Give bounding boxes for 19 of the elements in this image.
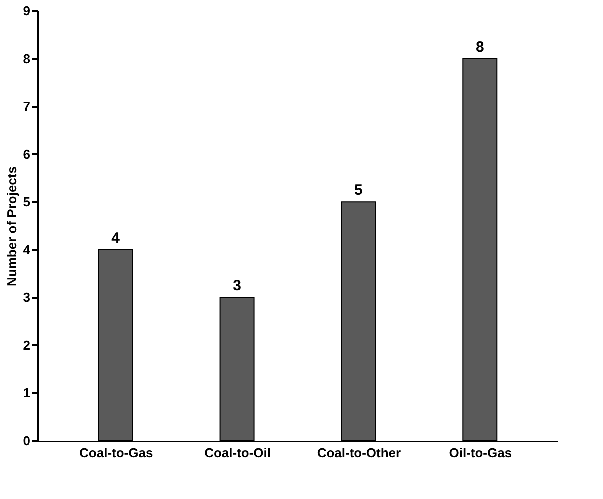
- data-label: 4: [112, 230, 121, 247]
- y-tick-label: 9: [23, 4, 30, 18]
- data-label: 3: [233, 278, 242, 295]
- data-label: 5: [354, 182, 363, 200]
- x-tick-label: Coal-to-Oil: [204, 446, 272, 460]
- y-tick-label: 8: [23, 51, 30, 66]
- y-tick-label: 7: [23, 99, 30, 114]
- y-axis-title: Number of Projects: [4, 166, 20, 286]
- y-tick-label: 2: [23, 338, 30, 353]
- y-tick-label: 5: [23, 194, 30, 210]
- x-tick-label: Coal-to-Other: [317, 446, 402, 460]
- data-label: 8: [476, 38, 484, 56]
- y-tick-label: 6: [23, 146, 30, 162]
- y-tick-label: 4: [23, 242, 32, 258]
- y-tick-label: 1: [23, 386, 30, 401]
- x-tick-label: Coal-to-Gas: [80, 446, 154, 460]
- x-tick-label: Oil-to-Gas: [449, 446, 512, 460]
- y-tick-label: 3: [23, 290, 30, 306]
- y-tick-label: 0: [23, 434, 30, 448]
